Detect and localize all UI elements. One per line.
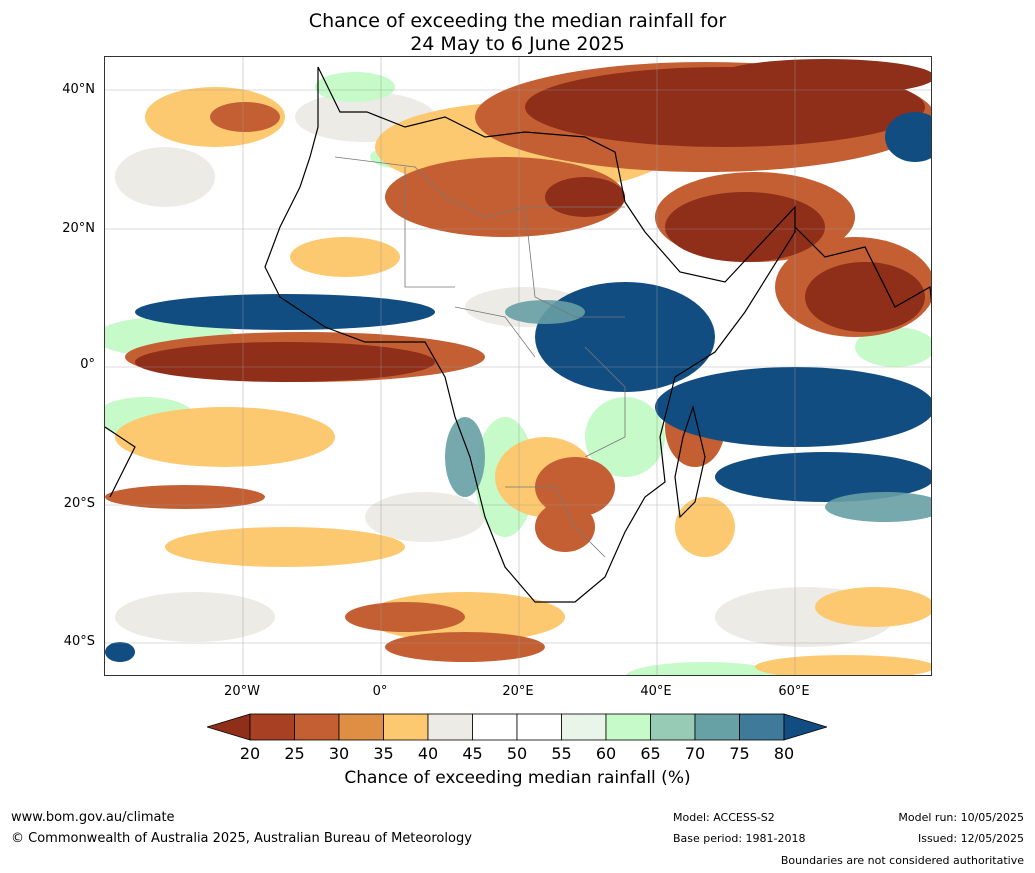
issued-date: Issued: 12/05/2025 bbox=[917, 832, 1024, 845]
colorbar-tick-label: 40 bbox=[417, 744, 439, 763]
copyright-text: © Commonwealth of Australia 2025, Austra… bbox=[11, 831, 472, 846]
colorbar-tick-label: 25 bbox=[284, 744, 305, 763]
model-name: Model: ACCESS-S2 bbox=[673, 811, 775, 824]
colorbar-tick-label: 70 bbox=[684, 744, 706, 763]
title-line-1: Chance of exceeding the median rainfall … bbox=[308, 10, 727, 32]
lat-label-20s: 20°S bbox=[63, 496, 95, 511]
graticule bbox=[105, 57, 931, 675]
colorbar-tick-label: 65 bbox=[640, 744, 661, 763]
colorbar-tick-label: 45 bbox=[462, 744, 483, 763]
colorbar-label: Chance of exceeding median rainfall (%) bbox=[344, 768, 691, 788]
colorbar-cell bbox=[472, 713, 518, 741]
lon-label-40e: 40°E bbox=[640, 684, 672, 699]
colorbar-cell bbox=[427, 713, 473, 741]
coastlines bbox=[105, 66, 931, 603]
colorbar-extend-low bbox=[207, 713, 251, 741]
colorbar-tick-label: 20 bbox=[239, 744, 261, 763]
neutral-patches bbox=[115, 92, 895, 647]
colorbar-tick-label: 80 bbox=[773, 744, 795, 763]
colorbar-cell bbox=[338, 713, 384, 741]
map-title: Chance of exceeding the median rainfall … bbox=[0, 10, 1035, 56]
colorbar bbox=[207, 713, 827, 741]
colorbar-tick-label: 50 bbox=[506, 744, 528, 763]
colorbar-tick-label: 30 bbox=[328, 744, 350, 763]
colorbar-cell bbox=[294, 713, 340, 741]
map-svg bbox=[105, 57, 931, 675]
base-period: Base period: 1981-2018 bbox=[673, 832, 806, 845]
lon-label-60e: 60°E bbox=[778, 684, 810, 699]
colorbar-cell bbox=[249, 713, 295, 741]
colorbar-tick-label: 55 bbox=[551, 744, 572, 763]
colorbar-cell bbox=[516, 713, 562, 741]
title-line-2: 24 May to 6 June 2025 bbox=[410, 33, 625, 55]
colorbar-cell bbox=[739, 713, 785, 741]
colorbar-extend-high bbox=[783, 713, 827, 741]
colorbar-tick-label: 60 bbox=[595, 744, 617, 763]
lat-label-20n: 20°N bbox=[62, 221, 95, 236]
website-link[interactable]: www.bom.gov.au/climate bbox=[11, 810, 175, 825]
lat-label-40n: 40°N bbox=[62, 82, 95, 97]
lon-label-20w: 20°W bbox=[224, 684, 260, 699]
boundaries-disclaimer: Boundaries are not considered authoritat… bbox=[780, 854, 1024, 867]
colorbar-tick-label: 35 bbox=[373, 744, 394, 763]
lon-label-20e: 20°E bbox=[502, 684, 534, 699]
model-run-date: Model run: 10/05/2025 bbox=[898, 811, 1024, 824]
lat-label-40s: 40°S bbox=[63, 634, 95, 649]
colorbar-cell bbox=[383, 713, 429, 741]
borders bbox=[334, 156, 626, 558]
lon-label-0: 0° bbox=[372, 684, 388, 699]
colorbar-cell bbox=[561, 713, 607, 741]
rainfall-map bbox=[104, 56, 932, 676]
teal-patches bbox=[445, 300, 931, 522]
colorbar-cell bbox=[650, 713, 696, 741]
colorbar-tick-label: 75 bbox=[729, 744, 750, 763]
colorbar-cell bbox=[605, 713, 651, 741]
lat-label-0: 0° bbox=[80, 357, 95, 372]
colorbar-cell bbox=[694, 713, 740, 741]
